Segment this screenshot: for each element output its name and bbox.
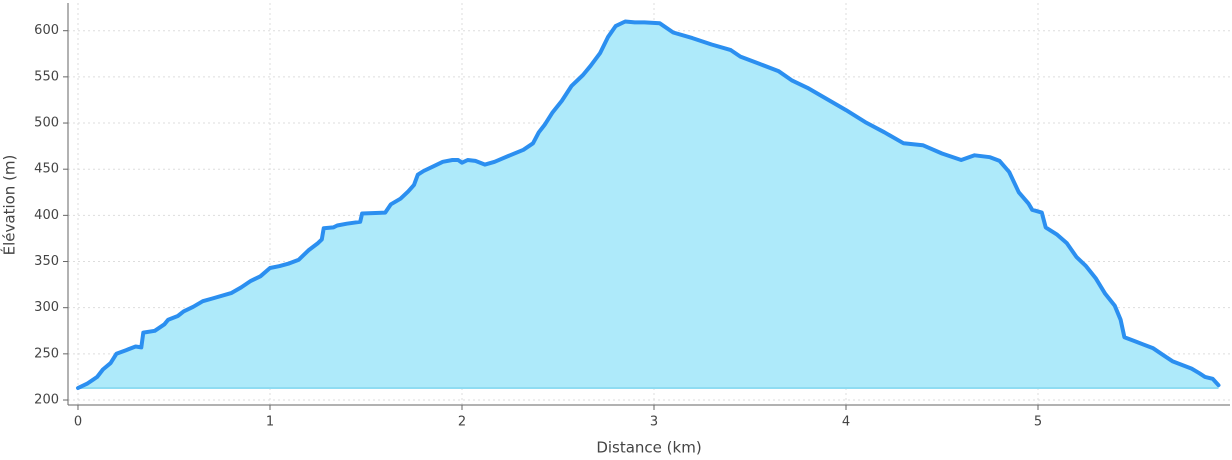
y-tick-label: 450 bbox=[34, 162, 59, 177]
x-axis-title: Distance (km) bbox=[596, 439, 701, 457]
x-tick-label: 3 bbox=[650, 415, 658, 430]
y-tick-label: 400 bbox=[34, 208, 59, 223]
y-tick-label: 600 bbox=[34, 23, 59, 38]
x-tick-label: 2 bbox=[458, 415, 466, 430]
y-tick-label: 550 bbox=[34, 69, 59, 84]
x-tick-label: 5 bbox=[1034, 415, 1042, 430]
y-tick-label: 500 bbox=[34, 116, 59, 131]
y-tick-label: 300 bbox=[34, 300, 59, 315]
x-tick-label: 4 bbox=[842, 415, 850, 430]
y-tick-label: 350 bbox=[34, 254, 59, 269]
y-axis-title: Élévation (m) bbox=[0, 155, 19, 256]
elevation-line bbox=[76, 19, 1221, 390]
x-tick-label: 0 bbox=[74, 415, 82, 430]
x-tick-label: 1 bbox=[266, 415, 274, 430]
y-tick-label: 200 bbox=[34, 393, 59, 408]
y-tick-label: 250 bbox=[34, 346, 59, 361]
area-fill bbox=[78, 21, 1219, 389]
